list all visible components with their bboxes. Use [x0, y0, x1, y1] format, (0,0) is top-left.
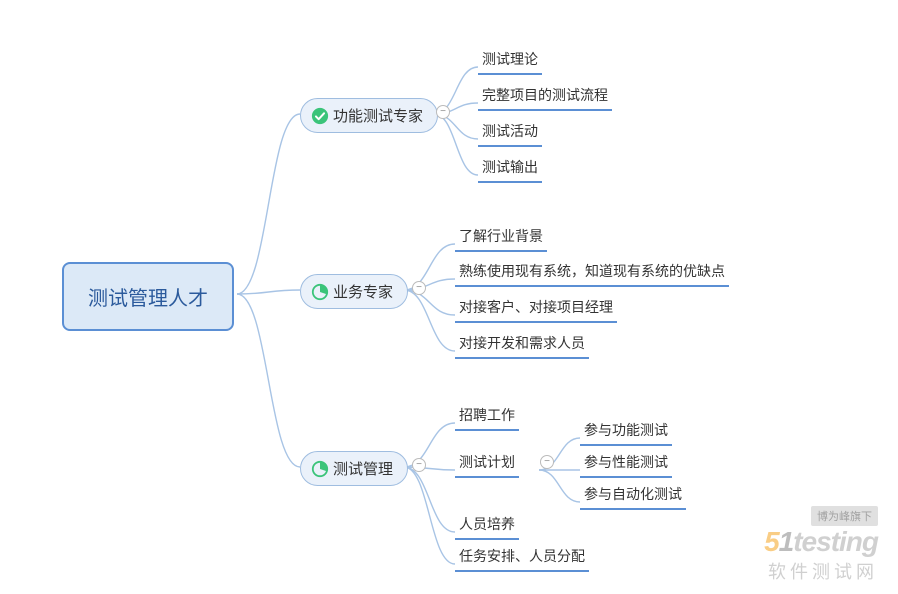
branch-node[interactable]: 测试管理 — [300, 451, 408, 486]
leaf-node[interactable]: 任务安排、人员分配 — [455, 544, 589, 572]
branch-label: 测试管理 — [333, 458, 393, 479]
root-node[interactable]: 测试管理人才 — [62, 262, 234, 331]
leaf-node[interactable]: 参与功能测试 — [580, 418, 672, 446]
leaf-node[interactable]: 测试理论 — [478, 47, 542, 75]
pie-icon — [311, 460, 329, 478]
leaf-node[interactable]: 招聘工作 — [455, 403, 519, 431]
leaf-node[interactable]: 完整项目的测试流程 — [478, 83, 612, 111]
leaf-node[interactable]: 参与自动化测试 — [580, 482, 686, 510]
collapse-button[interactable]: − — [412, 281, 426, 295]
leaf-node[interactable]: 参与性能测试 — [580, 450, 672, 478]
branch-label: 功能测试专家 — [333, 105, 423, 126]
leaf-node[interactable]: 对接客户、对接项目经理 — [455, 295, 617, 323]
branch-label: 业务专家 — [333, 281, 393, 302]
root-label: 测试管理人才 — [88, 288, 208, 310]
branch-node[interactable]: 功能测试专家 — [300, 98, 438, 133]
check-icon — [311, 107, 329, 125]
leaf-node[interactable]: 熟练使用现有系统，知道现有系统的优缺点 — [455, 259, 729, 287]
watermark-tag: 博为峰旗下 — [811, 506, 878, 526]
pie-icon — [311, 283, 329, 301]
leaf-node[interactable]: 对接开发和需求人员 — [455, 331, 589, 359]
collapse-button[interactable]: − — [540, 455, 554, 469]
watermark-subtitle: 软件测试网 — [768, 562, 878, 582]
collapse-button[interactable]: − — [436, 105, 450, 119]
watermark: 博为峰旗下 51testing 软件测试网 — [764, 506, 878, 584]
leaf-node[interactable]: 测试计划 — [455, 450, 519, 478]
leaf-node[interactable]: 了解行业背景 — [455, 224, 547, 252]
leaf-node[interactable]: 人员培养 — [455, 512, 519, 540]
leaf-node[interactable]: 测试活动 — [478, 119, 542, 147]
branch-node[interactable]: 业务专家 — [300, 274, 408, 309]
leaf-node[interactable]: 测试输出 — [478, 155, 542, 183]
watermark-logo: 51testing — [764, 526, 878, 557]
collapse-button[interactable]: − — [412, 458, 426, 472]
